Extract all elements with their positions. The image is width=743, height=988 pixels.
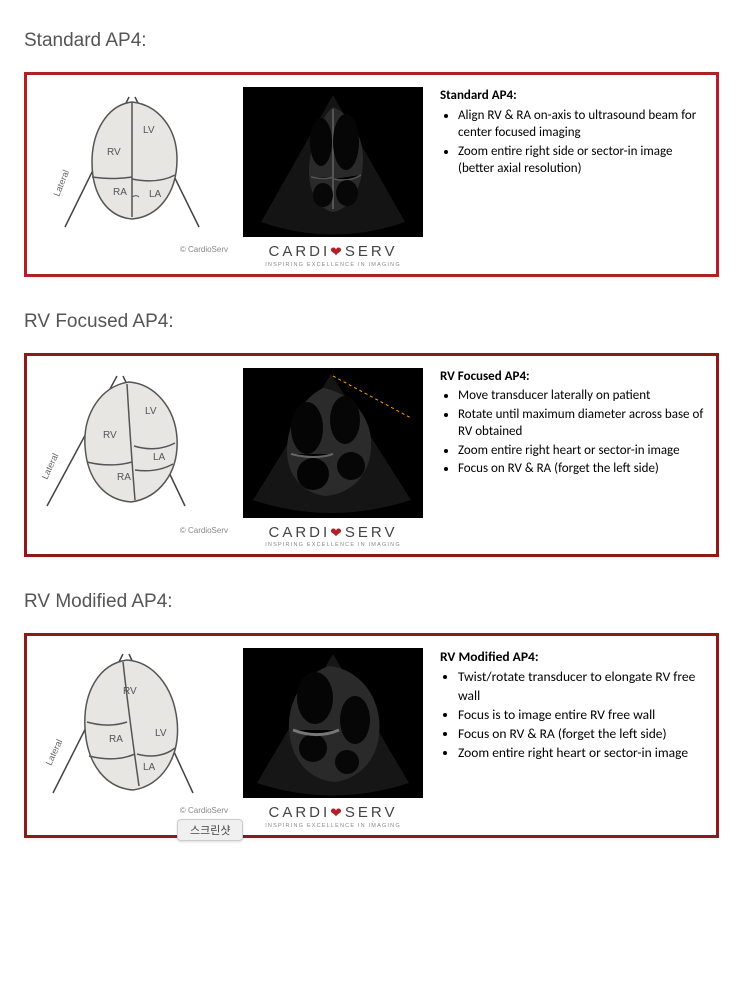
- ultrasound-col-3: CARDI❤SERV INSPIRING EXCELLENCE IN IMAGI…: [238, 648, 428, 829]
- ultrasound-image-3: [243, 648, 423, 798]
- brand-right: SERV: [345, 804, 398, 821]
- chamber-rv: RV: [107, 147, 121, 158]
- lateral-label: Lateral: [44, 738, 65, 767]
- chamber-lv: LV: [145, 406, 157, 417]
- bullet-list-3: Twist/rotate transducer to elongate RV f…: [440, 668, 706, 762]
- section-title-2: RV Focused AP4:: [24, 311, 719, 333]
- brand-right: SERV: [345, 243, 398, 260]
- bullet: Zoom entire right side or sector-in imag…: [458, 143, 706, 178]
- chamber-ra: RA: [109, 734, 123, 745]
- bullet-list-2: Move transducer laterally on patient Rot…: [440, 387, 706, 478]
- brand-left: CARDI: [269, 243, 331, 260]
- brand-sub: INSPIRING EXCELLENCE IN IMAGING: [238, 262, 428, 268]
- bullet: Zoom entire right heart or sector-in ima…: [458, 744, 706, 762]
- section-title-3: RV Modified AP4:: [24, 591, 719, 613]
- chamber-rv: RV: [103, 430, 117, 441]
- brand-heart-icon: ❤: [330, 244, 345, 260]
- card-title-3: RV Modified AP4:: [440, 648, 706, 666]
- bullet: Zoom entire right heart or sector-in ima…: [458, 442, 706, 460]
- diagram-col-1: LV RV RA LA Lateral © CardioServ: [37, 87, 232, 252]
- brand-2: CARDI❤SERV INSPIRING EXCELLENCE IN IMAGI…: [238, 524, 428, 549]
- brand-heart-icon: ❤: [330, 524, 345, 540]
- card-standard-ap4: LV RV RA LA Lateral © CardioServ: [24, 72, 719, 277]
- copyright-2: © CardioServ: [180, 526, 228, 535]
- brand-1: CARDI❤SERV INSPIRING EXCELLENCE IN IMAGI…: [238, 243, 428, 268]
- brand-3: CARDI❤SERV INSPIRING EXCELLENCE IN IMAGI…: [238, 804, 428, 829]
- brand-right: SERV: [345, 524, 398, 541]
- diagram-col-3: RV LV RA LA Lateral © CardioServ: [37, 648, 232, 813]
- bullet: Focus on RV & RA (forget the left side): [458, 725, 706, 743]
- bullet-list-1: Align RV & RA on-axis to ultrasound beam…: [440, 107, 706, 178]
- text-col-1: Standard AP4: Align RV & RA on-axis to u…: [428, 87, 706, 179]
- copyright-1: © CardioServ: [180, 245, 228, 254]
- brand-heart-icon: ❤: [330, 805, 345, 821]
- ultrasound-col-2: CARDI❤SERV INSPIRING EXCELLENCE IN IMAGI…: [238, 368, 428, 549]
- card-title-2: RV Focused AP4:: [440, 368, 706, 386]
- chamber-la: LA: [153, 452, 166, 463]
- brand-sub: INSPIRING EXCELLENCE IN IMAGING: [238, 823, 428, 829]
- brand-sub: INSPIRING EXCELLENCE IN IMAGING: [238, 542, 428, 548]
- lateral-label: Lateral: [52, 168, 72, 197]
- bullet: Focus is to image entire RV free wall: [458, 706, 706, 724]
- ultrasound-col-1: CARDI❤SERV INSPIRING EXCELLENCE IN IMAGI…: [238, 87, 428, 268]
- chamber-rv: RV: [123, 686, 137, 697]
- heart-diagram-3: RV LV RA LA Lateral: [37, 648, 227, 808]
- card-rv-modified-ap4: RV LV RA LA Lateral © CardioServ CARDI❤S…: [24, 633, 719, 838]
- bullet: Move transducer laterally on patient: [458, 387, 706, 405]
- brand-left: CARDI: [269, 524, 331, 541]
- chamber-la: LA: [143, 762, 156, 773]
- chamber-la: LA: [149, 189, 162, 200]
- bullet: Focus on RV & RA (forget the left side): [458, 460, 706, 478]
- section-title-1: Standard AP4:: [24, 30, 719, 52]
- bullet: Align RV & RA on-axis to ultrasound beam…: [458, 107, 706, 142]
- text-col-2: RV Focused AP4: Move transducer laterall…: [428, 368, 706, 479]
- card-rv-focused-ap4: LV RV LA RA Lateral © CardioServ CA: [24, 353, 719, 558]
- heart-diagram-2: LV RV LA RA Lateral: [37, 368, 227, 528]
- screenshot-button[interactable]: 스크린샷: [177, 819, 243, 841]
- chamber-lv: LV: [155, 728, 167, 739]
- lateral-label: Lateral: [40, 451, 61, 480]
- chamber-lv: LV: [143, 125, 155, 136]
- card-title-1: Standard AP4:: [440, 87, 706, 105]
- brand-left: CARDI: [269, 804, 331, 821]
- heart-diagram-1: LV RV RA LA Lateral: [37, 87, 227, 247]
- ultrasound-image-2: [243, 368, 423, 518]
- ultrasound-image-1: [243, 87, 423, 237]
- diagram-col-2: LV RV LA RA Lateral © CardioServ: [37, 368, 232, 533]
- bullet: Twist/rotate transducer to elongate RV f…: [458, 668, 706, 704]
- chamber-ra: RA: [113, 187, 127, 198]
- text-col-3: RV Modified AP4: Twist/rotate transducer…: [428, 648, 706, 763]
- chamber-ra: RA: [117, 472, 131, 483]
- bullet: Rotate until maximum diameter across bas…: [458, 406, 706, 441]
- copyright-3: © CardioServ: [180, 806, 228, 815]
